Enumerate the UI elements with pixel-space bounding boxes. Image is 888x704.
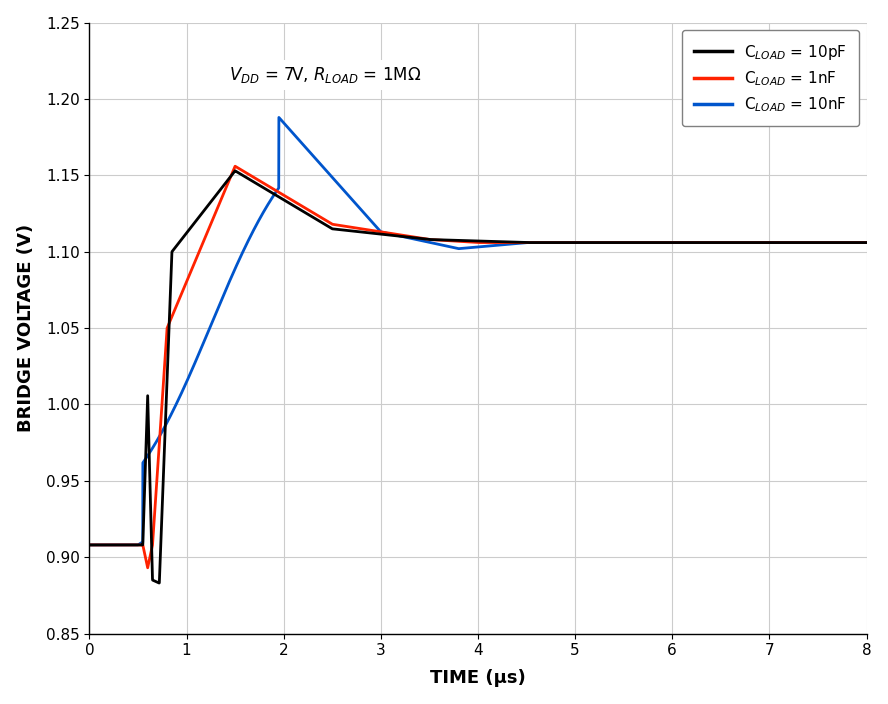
X-axis label: TIME (μs): TIME (μs) [430, 670, 526, 687]
Legend: C$_{LOAD}$ = 10pF, C$_{LOAD}$ = 1nF, C$_{LOAD}$ = 10nF: C$_{LOAD}$ = 10pF, C$_{LOAD}$ = 1nF, C$_… [681, 30, 859, 127]
Y-axis label: BRIDGE VOLTAGE (V): BRIDGE VOLTAGE (V) [17, 224, 35, 432]
Text: $V_{DD}$ = 7V, $R_{LOAD}$ = 1M$\Omega$: $V_{DD}$ = 7V, $R_{LOAD}$ = 1M$\Omega$ [229, 65, 422, 85]
